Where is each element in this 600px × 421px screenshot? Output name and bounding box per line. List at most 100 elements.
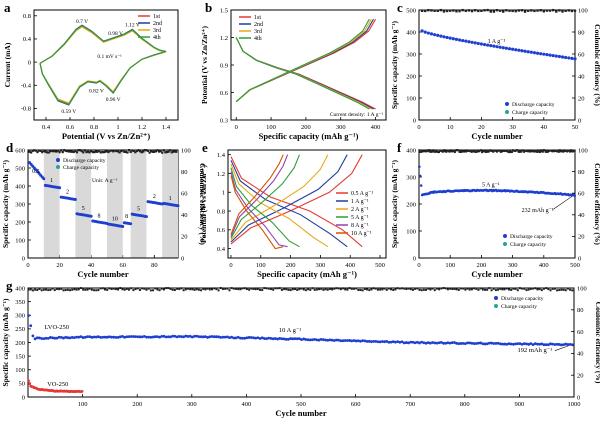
y2-tick-label: 80	[578, 169, 585, 176]
ce-point	[127, 148, 131, 152]
x-tick-label: 1000	[568, 401, 581, 408]
ce-point	[176, 287, 179, 290]
discharge-point	[445, 35, 449, 40]
ce-point	[75, 288, 78, 291]
ce-point	[517, 9, 521, 12]
ce-point	[342, 287, 345, 290]
ce-point	[510, 288, 513, 291]
y-axis-label: Specific capacity (mAh g⁻¹)	[1, 298, 10, 387]
ce-point	[398, 287, 401, 290]
lvo-point	[374, 339, 378, 343]
lvo-point	[308, 338, 312, 342]
y-tick-label: 400	[15, 285, 25, 292]
ce-point	[451, 287, 454, 290]
lvo-point	[372, 339, 376, 343]
ce-point	[62, 289, 65, 292]
panel-f: f0 100 200 300 400 50001002003004000204060801…	[390, 140, 600, 279]
ce-point	[498, 149, 501, 152]
ce-point	[538, 288, 541, 291]
ce-point	[457, 288, 460, 291]
legend-marker	[505, 110, 509, 114]
ce-point	[50, 149, 53, 152]
ce-point	[566, 287, 569, 290]
x-tick-label: 100	[266, 124, 276, 131]
ce-point	[170, 151, 173, 154]
annotation: 1 A g⁻¹	[488, 39, 506, 45]
lvo-point	[468, 341, 472, 345]
lvo-point	[48, 336, 52, 339]
lvo-point	[134, 335, 137, 339]
ce-point	[567, 9, 570, 12]
lvo-point	[470, 341, 474, 345]
x-tick-label: 400	[539, 262, 549, 269]
discharge-point	[121, 225, 125, 228]
ce-point	[534, 287, 537, 290]
ce-point	[34, 149, 37, 152]
discharge-point	[567, 56, 571, 60]
charge-curve	[230, 154, 363, 245]
discharge-point	[457, 38, 462, 42]
ce-point	[44, 150, 47, 153]
ce-point	[477, 288, 480, 291]
ce-point	[560, 288, 563, 291]
lvo-point	[503, 342, 507, 346]
lvo-point	[59, 335, 63, 339]
ce-point	[95, 289, 98, 292]
ce-point	[357, 288, 360, 291]
ce-point	[134, 151, 137, 154]
ce-point	[269, 288, 272, 291]
lvo-point	[380, 340, 384, 343]
x-tick-label: 0	[26, 262, 29, 269]
ce-point	[99, 287, 102, 290]
lvo-point	[398, 340, 402, 344]
lvo-point	[40, 337, 44, 340]
lvo-point	[387, 340, 391, 344]
y2-axis-label: Coulombic efficiency (%)	[593, 24, 600, 106]
ce-point	[53, 150, 56, 153]
lvo-point	[55, 336, 59, 340]
y-tick-label: 0.4	[23, 36, 32, 43]
lvo-point	[383, 340, 386, 344]
lvo-point	[291, 337, 295, 341]
ce-point	[72, 150, 75, 154]
rate-label: 8	[98, 213, 101, 219]
lvo-point	[365, 339, 369, 343]
ce-point	[418, 288, 421, 291]
ce-point	[58, 151, 61, 154]
x-axis-label: Cycle number	[471, 131, 522, 141]
ce-point	[424, 9, 427, 13]
discharge-point	[514, 48, 518, 52]
legend-label: Charge capacity	[501, 304, 537, 310]
rate-label: 0.5	[32, 169, 40, 175]
annotation: 0.98 V	[108, 31, 123, 37]
y2-tick-label: 60	[578, 191, 585, 198]
ce-point	[499, 287, 502, 290]
ce-point	[315, 288, 318, 291]
discharge-point	[426, 31, 430, 35]
lvo-point	[514, 342, 517, 346]
ce-point	[276, 287, 279, 290]
ce-point	[134, 288, 137, 291]
ce-point	[558, 149, 561, 152]
ce-point	[256, 288, 259, 291]
x-tick-label: 20	[478, 124, 485, 131]
lvo-point	[212, 335, 216, 339]
ce-point	[558, 9, 561, 12]
ce-point	[175, 150, 178, 153]
lvo-point	[472, 342, 476, 345]
ce-point	[433, 289, 436, 292]
y-tick-label: 200	[406, 73, 416, 80]
lvo-point	[509, 342, 513, 346]
charge-curve	[230, 154, 348, 243]
discharge-point	[451, 37, 455, 41]
ce-point	[267, 287, 270, 290]
ce-point	[449, 287, 452, 290]
ce-point	[204, 288, 207, 291]
ce-point	[510, 150, 513, 153]
x-tick-label: 0	[235, 124, 238, 131]
lvo-point	[164, 335, 168, 339]
lvo-point	[258, 337, 262, 340]
ce-point	[116, 150, 120, 153]
annotation: Unit: A g⁻¹	[92, 178, 117, 184]
annotation-arrow	[554, 345, 569, 351]
